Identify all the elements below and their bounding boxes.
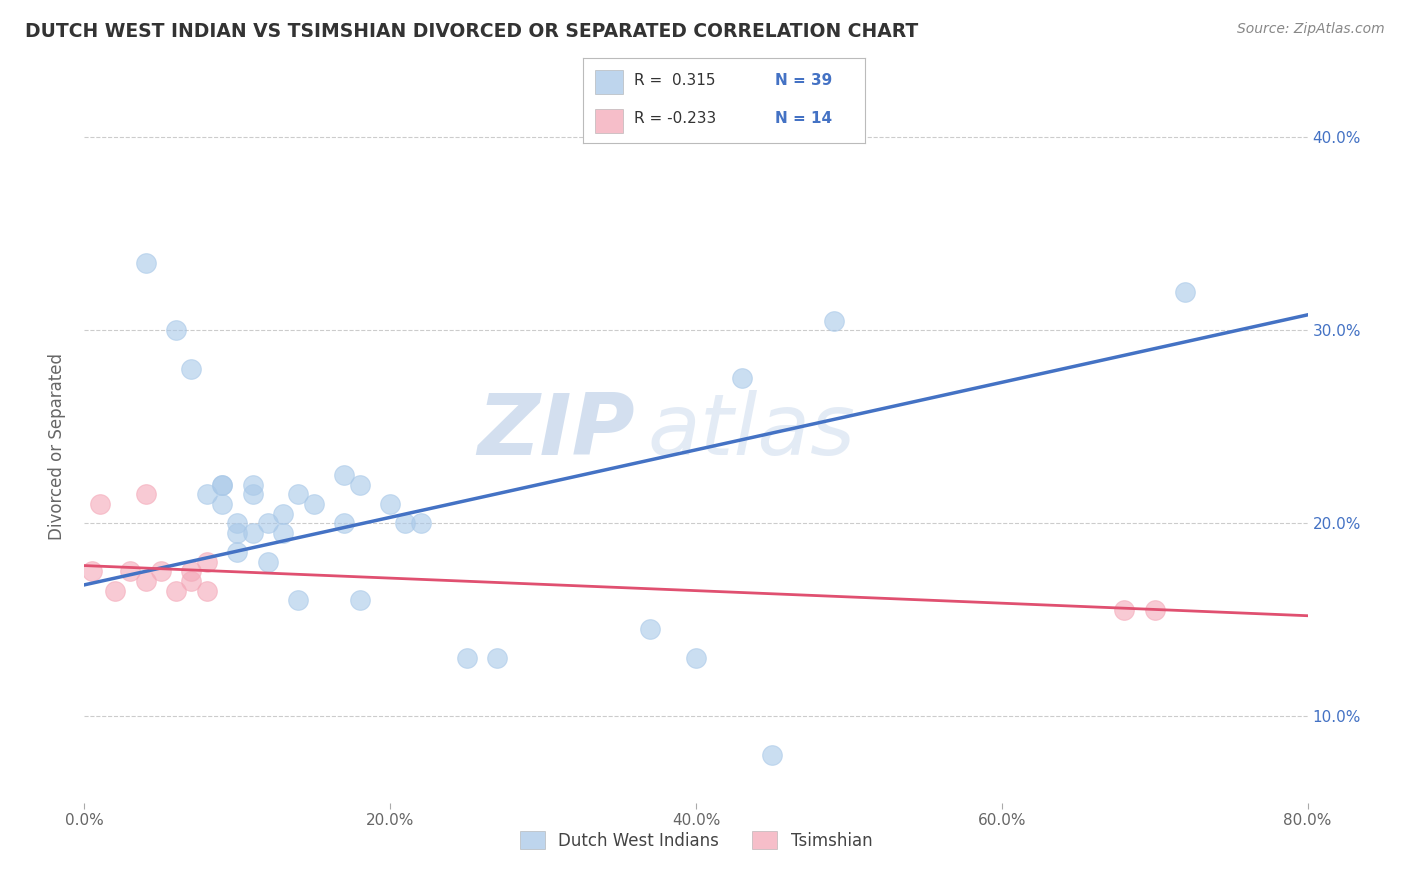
Point — [242, 525, 264, 540]
Point — [226, 545, 249, 559]
Point — [149, 565, 172, 579]
Text: R =  0.315: R = 0.315 — [634, 72, 716, 87]
Point — [349, 477, 371, 491]
Point — [104, 583, 127, 598]
Point — [180, 362, 202, 376]
Point — [731, 371, 754, 385]
Point — [226, 516, 249, 530]
FancyBboxPatch shape — [595, 70, 623, 94]
Point — [271, 525, 294, 540]
Text: atlas: atlas — [647, 390, 855, 474]
Point — [333, 467, 356, 482]
Point — [349, 593, 371, 607]
Point — [211, 477, 233, 491]
Point — [226, 525, 249, 540]
Point — [1143, 603, 1166, 617]
Point — [302, 497, 325, 511]
Point — [380, 497, 402, 511]
Point — [135, 487, 157, 501]
Point — [1174, 285, 1197, 299]
Point — [135, 256, 157, 270]
Text: N = 39: N = 39 — [775, 72, 832, 87]
Point — [135, 574, 157, 588]
Point — [211, 497, 233, 511]
Point — [257, 516, 280, 530]
Point — [180, 574, 202, 588]
Point — [287, 487, 309, 501]
Point — [333, 516, 356, 530]
Point — [195, 583, 218, 598]
Point — [1114, 603, 1136, 617]
Point — [257, 555, 280, 569]
Point — [761, 747, 783, 762]
Point — [211, 477, 233, 491]
Point — [120, 565, 142, 579]
Point — [394, 516, 416, 530]
Y-axis label: Divorced or Separated: Divorced or Separated — [48, 352, 66, 540]
Point — [456, 651, 478, 665]
Point — [638, 622, 661, 636]
Text: R = -0.233: R = -0.233 — [634, 112, 716, 127]
Point — [242, 477, 264, 491]
Point — [165, 323, 187, 337]
Text: DUTCH WEST INDIAN VS TSIMSHIAN DIVORCED OR SEPARATED CORRELATION CHART: DUTCH WEST INDIAN VS TSIMSHIAN DIVORCED … — [25, 22, 918, 41]
Text: N = 14: N = 14 — [775, 112, 832, 127]
Point — [287, 593, 309, 607]
Point — [823, 313, 845, 327]
Point — [486, 651, 509, 665]
Point — [195, 555, 218, 569]
Point — [180, 565, 202, 579]
Point — [271, 507, 294, 521]
Point — [80, 565, 103, 579]
Text: Source: ZipAtlas.com: Source: ZipAtlas.com — [1237, 22, 1385, 37]
Point — [195, 487, 218, 501]
Legend: Dutch West Indians, Tsimshian: Dutch West Indians, Tsimshian — [513, 825, 879, 856]
Point — [165, 583, 187, 598]
Point — [685, 651, 707, 665]
FancyBboxPatch shape — [595, 109, 623, 133]
Point — [409, 516, 432, 530]
Point — [242, 487, 264, 501]
Text: ZIP: ZIP — [477, 390, 636, 474]
Point — [89, 497, 111, 511]
